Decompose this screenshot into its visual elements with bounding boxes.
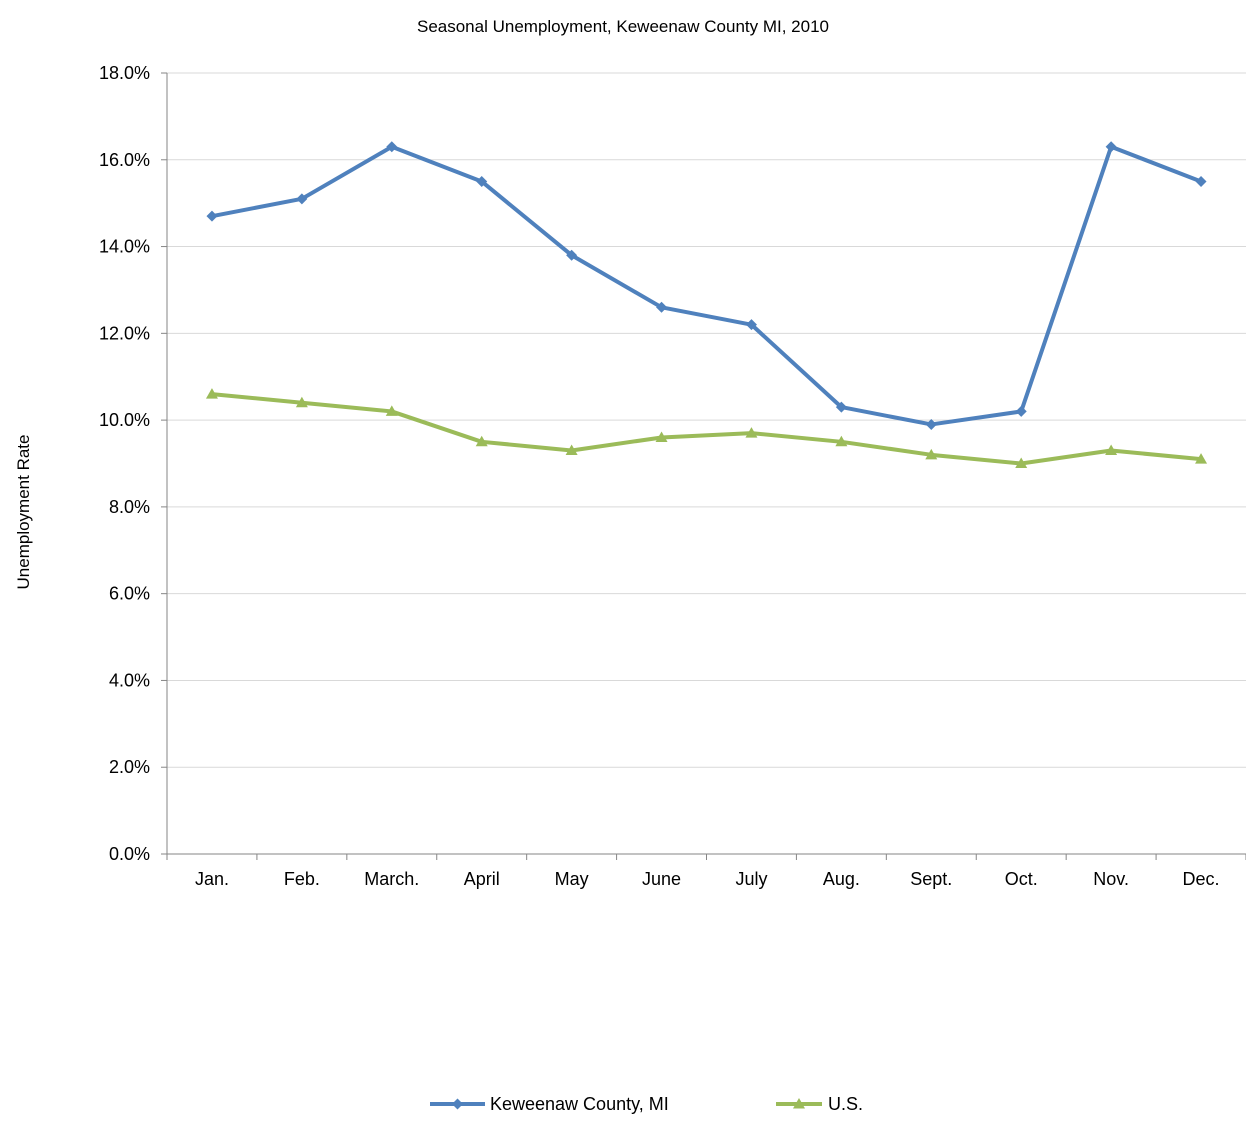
data-point: [385, 405, 398, 416]
data-point: [566, 249, 578, 261]
x-tick-label: Aug.: [823, 869, 860, 889]
y-tick-label: 2.0%: [109, 757, 150, 777]
axes: [161, 72, 1246, 860]
legend-swatch-marker: [793, 1098, 805, 1109]
data-point: [745, 427, 758, 438]
x-tick-label: Dec.: [1183, 869, 1220, 889]
x-tick-label: Sept.: [910, 869, 952, 889]
x-tick-labels: Jan. Feb. March. April May June July Aug. Sept. O…: [195, 869, 1220, 889]
legend: Keweenaw County, MI U.S.: [430, 1094, 863, 1114]
series-0: [206, 141, 1207, 430]
data-point: [1015, 457, 1028, 468]
legend-label: Keweenaw County, MI: [490, 1094, 669, 1114]
legend-item: Keweenaw County, MI: [430, 1094, 669, 1114]
x-tick-label: Feb.: [284, 869, 320, 889]
y-tick-labels: 0.0% 2.0% 4.0% 6.0% 8.0% 10.0% 12.0% 14.0% 16.0%…: [99, 63, 150, 864]
y-tick-label: 0.0%: [109, 844, 150, 864]
data-point: [296, 193, 308, 205]
data-point: [925, 418, 937, 430]
y-tick-label: 12.0%: [99, 323, 150, 343]
data-point: [655, 431, 668, 442]
series-1: [205, 388, 1208, 468]
y-tick-label: 16.0%: [99, 150, 150, 170]
data-point: [745, 319, 757, 331]
chart-title: Seasonal Unemployment, Keweenaw County M…: [417, 17, 829, 36]
data-point: [835, 435, 848, 447]
data-point: [1195, 175, 1207, 187]
y-tick-label: 6.0%: [109, 584, 150, 604]
x-tick-label: Jan.: [195, 869, 229, 889]
y-tick-label: 18.0%: [99, 63, 150, 83]
x-tick-label: Nov.: [1093, 869, 1129, 889]
data-point: [1105, 444, 1118, 455]
data-point: [295, 396, 308, 408]
data-point: [656, 301, 668, 313]
x-tick-label: March.: [364, 869, 419, 889]
data-point: [925, 448, 938, 460]
x-tick-label: June: [642, 869, 681, 889]
y-tick-label: 4.0%: [109, 670, 150, 690]
y-axis-title: Unemployment Rate: [14, 435, 33, 590]
legend-item: U.S.: [776, 1094, 863, 1114]
data-point: [1015, 405, 1027, 417]
x-tick-label: May: [555, 869, 589, 889]
legend-swatch-marker: [452, 1098, 463, 1110]
data-point: [1105, 141, 1117, 153]
y-tick-label: 10.0%: [99, 410, 150, 430]
data-point: [565, 444, 578, 455]
series-line: [209, 392, 1204, 466]
y-tick-label: 14.0%: [99, 237, 150, 257]
x-tick-label: April: [464, 869, 500, 889]
legend-label: U.S.: [828, 1094, 863, 1114]
data-point: [475, 435, 488, 447]
data-point: [205, 388, 218, 399]
data-point: [476, 175, 488, 187]
gridlines: [167, 72, 1246, 768]
x-tick-label: July: [735, 869, 767, 889]
data-point: [835, 401, 847, 413]
x-tick-label: Oct.: [1005, 869, 1038, 889]
y-tick-label: 8.0%: [109, 497, 150, 517]
data-point: [1195, 453, 1208, 464]
series-line: [209, 144, 1204, 427]
series: [205, 141, 1208, 468]
data-point: [206, 210, 218, 222]
data-point: [386, 141, 398, 153]
